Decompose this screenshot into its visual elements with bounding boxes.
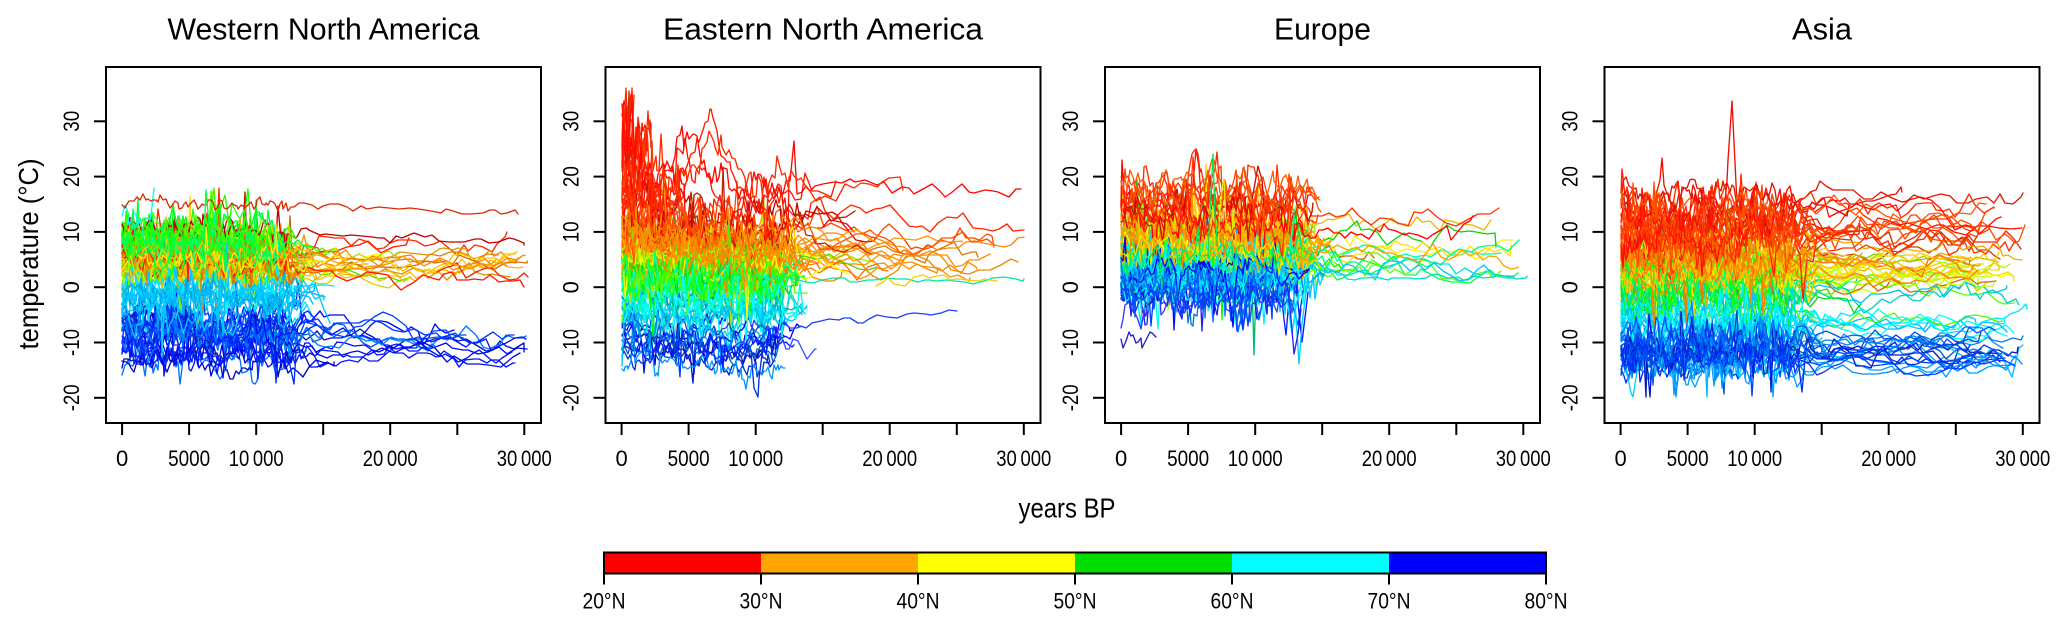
svg-text:10: 10 [1058, 221, 1083, 242]
svg-text:-10: -10 [1058, 329, 1083, 356]
svg-text:-10: -10 [559, 329, 584, 356]
svg-text:20 000: 20 000 [363, 446, 418, 471]
svg-text:-20: -20 [1058, 384, 1083, 411]
svg-text:0: 0 [59, 281, 84, 293]
svg-text:30 000: 30 000 [996, 446, 1051, 471]
svg-text:Europe: Europe [1274, 12, 1371, 47]
svg-text:30: 30 [1058, 111, 1083, 132]
svg-text:temperature (°C): temperature (°C) [13, 159, 44, 350]
svg-text:20 000: 20 000 [862, 446, 917, 471]
svg-text:0: 0 [1558, 281, 1583, 293]
svg-text:30 000: 30 000 [1496, 446, 1551, 471]
svg-text:30 000: 30 000 [1995, 446, 2050, 471]
svg-text:30 000: 30 000 [497, 446, 552, 471]
svg-text:30: 30 [59, 111, 84, 132]
svg-text:10: 10 [1558, 221, 1583, 242]
svg-text:20: 20 [1558, 166, 1583, 187]
svg-text:0: 0 [1614, 446, 1626, 471]
svg-text:5000: 5000 [1667, 446, 1709, 471]
svg-text:5000: 5000 [1167, 446, 1209, 471]
svg-text:30: 30 [559, 111, 584, 132]
svg-text:60°N: 60°N [1211, 589, 1254, 614]
svg-text:30: 30 [1558, 111, 1583, 132]
svg-text:20: 20 [59, 166, 84, 187]
svg-text:Asia: Asia [1792, 12, 1853, 47]
svg-text:-20: -20 [59, 384, 84, 411]
svg-text:0: 0 [1115, 446, 1127, 471]
svg-text:0: 0 [559, 281, 584, 293]
svg-text:40°N: 40°N [897, 589, 940, 614]
svg-text:-20: -20 [559, 384, 584, 411]
svg-text:years BP: years BP [1019, 493, 1116, 524]
svg-text:10 000: 10 000 [229, 446, 284, 471]
svg-text:10: 10 [559, 221, 584, 242]
svg-text:-20: -20 [1558, 384, 1583, 411]
svg-text:5000: 5000 [668, 446, 710, 471]
svg-text:20: 20 [1058, 166, 1083, 187]
svg-text:50°N: 50°N [1054, 589, 1097, 614]
svg-text:0: 0 [615, 446, 627, 471]
svg-text:5000: 5000 [168, 446, 210, 471]
svg-text:20°N: 20°N [583, 589, 626, 614]
svg-text:-10: -10 [59, 329, 84, 356]
svg-text:10: 10 [59, 221, 84, 242]
svg-text:Eastern North America: Eastern North America [663, 12, 984, 47]
svg-text:20 000: 20 000 [1362, 446, 1417, 471]
svg-text:30°N: 30°N [740, 589, 783, 614]
svg-text:10 000: 10 000 [1228, 446, 1283, 471]
svg-text:10 000: 10 000 [1727, 446, 1782, 471]
svg-text:10 000: 10 000 [728, 446, 783, 471]
svg-text:0: 0 [116, 446, 128, 471]
svg-text:80°N: 80°N [1525, 589, 1568, 614]
svg-text:20: 20 [559, 166, 584, 187]
svg-text:20 000: 20 000 [1861, 446, 1916, 471]
svg-text:Western North America: Western North America [168, 12, 481, 47]
svg-text:-10: -10 [1558, 329, 1583, 356]
svg-text:0: 0 [1058, 281, 1083, 293]
svg-text:70°N: 70°N [1368, 589, 1411, 614]
